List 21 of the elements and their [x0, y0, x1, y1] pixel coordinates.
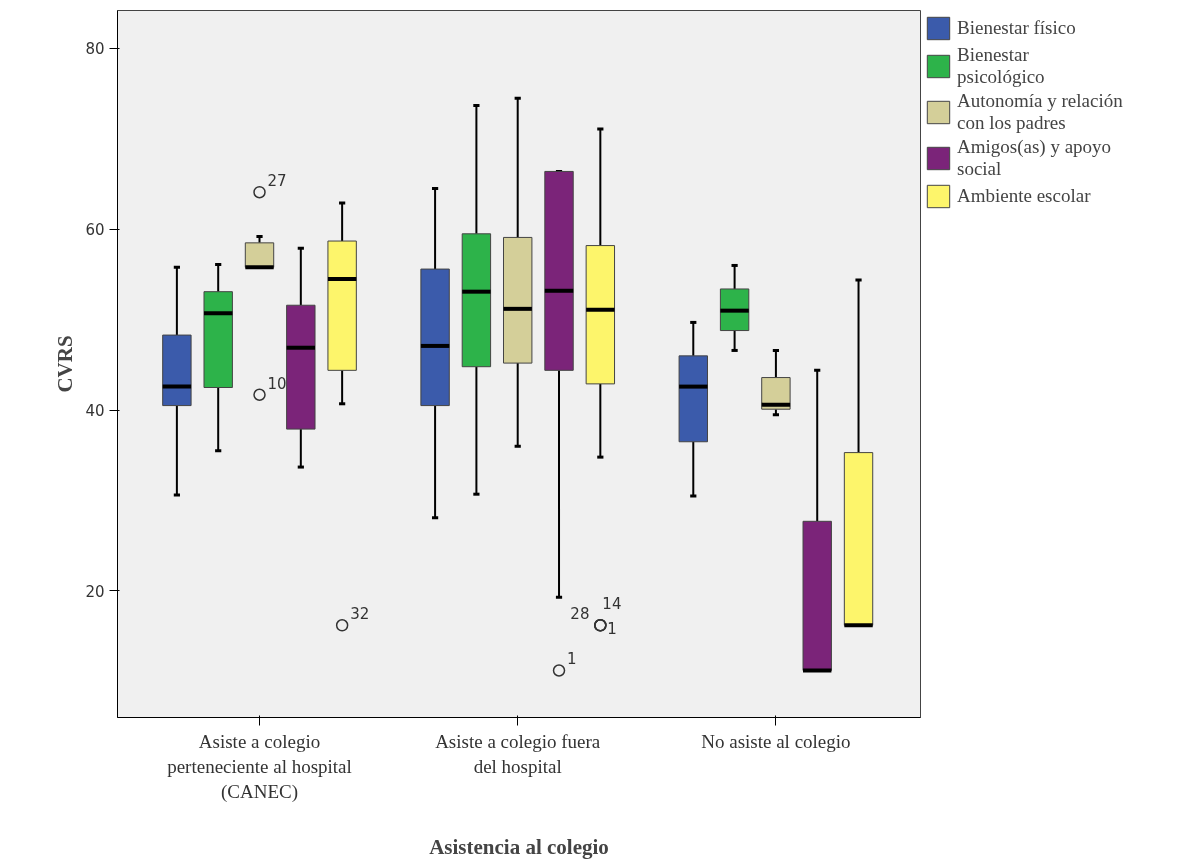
y-tick-label: 20 [85, 582, 105, 601]
legend-label: Autonomía y relación con los padres [957, 90, 1123, 134]
annotation: 32 [350, 605, 370, 624]
legend-label: Bienestar psicológico [957, 44, 1045, 88]
annotation: 10 [267, 374, 287, 393]
legend-label: Amigos(as) y apoyo social [957, 136, 1112, 180]
y-axis-title: CVRS [53, 335, 78, 393]
y-tick-label: 40 [85, 402, 105, 421]
y-tick-label: 60 [85, 221, 105, 240]
y-tick-label: 80 [85, 40, 105, 59]
x-tick-label: No asiste al colegio [701, 730, 851, 752]
x-tick-label: Asiste a colegio perteneciente al hospital (CANEC) [167, 730, 352, 803]
x-tick-label: Asiste a colegio fuera del hospital [435, 730, 601, 777]
annotation: 28 [570, 605, 590, 624]
annotation: 27 [267, 172, 287, 191]
legend-label: Ambiente escolar [957, 185, 1091, 207]
annotation: 1 [567, 650, 577, 669]
x-axis-title: Asistencia al colegio [429, 834, 609, 859]
legend-label: Bienestar físico [957, 17, 1076, 39]
annotation: 14 [602, 595, 622, 614]
annotation: 1 [607, 620, 617, 639]
